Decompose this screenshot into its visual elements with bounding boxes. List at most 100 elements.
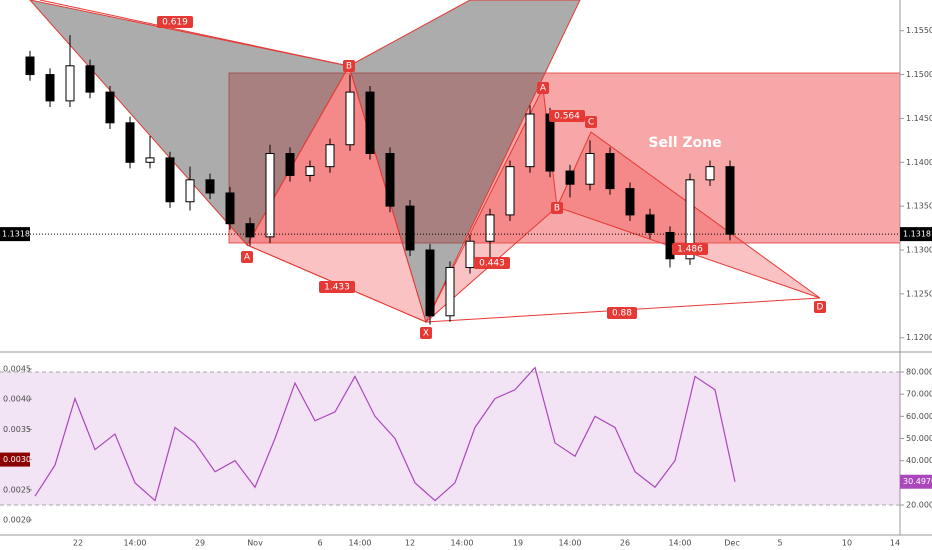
pattern-label-box [814,301,826,313]
x-tick-label: Dec [724,539,739,548]
pattern-label-box [319,281,355,293]
x-tick-label: 22 [73,539,83,548]
pattern-label: 0.443 [479,259,505,269]
candle-body [25,56,35,76]
candle-body [245,223,255,238]
candle-body [605,153,615,190]
candle-body [225,192,235,225]
y-tick-label: 1.15000 [906,70,932,79]
candle-body [45,74,55,102]
candle-body [185,179,195,203]
pattern-label: B [554,204,560,214]
candle-body [645,214,655,233]
candle-body [205,179,215,194]
y-tick-label: 1.13500 [906,202,932,211]
x-tick-label: 14:00 [558,539,581,548]
x-tick-label: 14:00 [668,539,691,548]
pattern-label-box [551,202,563,214]
pattern-line [39,0,350,67]
candle-body [545,113,555,172]
left-marker-label: 0.0030 [3,455,31,464]
x-tick-label: 5 [777,539,782,548]
left-marker-badge [0,452,30,467]
pattern-label-box [607,307,637,319]
pattern-label-box [537,82,549,94]
candle-body [485,214,495,242]
pattern-label: 0.88 [612,309,632,319]
candle-body [105,91,115,124]
y-tick-label: 1.15500 [906,26,932,35]
pattern-label-box [474,257,510,269]
pattern-label-box [672,243,708,255]
candle-body [125,122,135,163]
pattern-label: 1.433 [324,283,350,293]
pattern-label-box [157,16,193,28]
pattern-label: X [423,329,429,339]
candle-body [325,144,335,168]
pattern-label: 1.486 [677,245,703,255]
candle-body [65,65,75,102]
zone-label: Sell Zone [648,135,721,151]
candle-body [265,153,275,238]
candle-body [525,113,535,168]
y-tick-label: 1.13000 [906,246,932,255]
candle-body [305,166,315,176]
x-tick-label: 14:00 [123,539,146,548]
pattern-label: 0.619 [162,18,188,28]
last-price-label: 1.13181 [2,230,35,239]
y-tick-label: 1.12500 [906,289,932,298]
candle-body [85,65,95,93]
sell-zone [228,72,901,244]
candle-body [625,188,635,216]
candle-body [145,157,155,163]
candle-body [285,153,295,176]
candle-body [725,166,735,235]
last-price-badge [900,227,932,242]
x-tick-label: Nov [247,539,263,548]
y-tick-label: 0.0025 [3,485,31,494]
x-tick-label: 6 [317,539,322,548]
candle-body [465,240,475,269]
last-price-badge [0,227,30,242]
candle-body [345,91,355,146]
candle-body [565,170,575,185]
y-tick-label: 0.0040 [3,395,31,404]
pattern-label-box [343,60,355,72]
pattern-label: C [588,118,594,128]
y-tick-label: 1.12000 [906,333,932,342]
x-tick-label: 12 [405,539,415,548]
pattern-label-box [241,251,253,263]
y-tick-label: 1.14500 [906,114,932,123]
x-tick-label: 14:00 [348,539,371,548]
current-value-label: 30.4976 [903,477,932,486]
candle-body [165,157,175,203]
candle-body [405,205,415,251]
y-tick-label: 0.0035 [3,425,31,434]
oscillator-line [34,366,736,502]
y-tick-label: 1.14000 [906,158,932,167]
candle-body [505,166,515,216]
x-tick-label: 26 [620,539,630,548]
candle-body [705,166,715,181]
candle-body [445,267,455,317]
pattern-label: B [346,62,352,72]
last-price-label: 1.13181 [903,230,932,239]
x-tick-label: 29 [195,539,205,548]
x-tick-label: 14:00 [450,539,473,548]
current-value-badge [900,474,932,489]
pattern-label-box [585,116,597,128]
candle-body [385,153,395,207]
pattern-label-box [549,110,585,122]
y-tick-label: 0.0045 [3,364,31,373]
oscillator-band [0,372,900,506]
pattern-label-box [420,327,432,339]
x-tick-label: 10 [842,539,852,548]
candle-body [425,249,435,317]
